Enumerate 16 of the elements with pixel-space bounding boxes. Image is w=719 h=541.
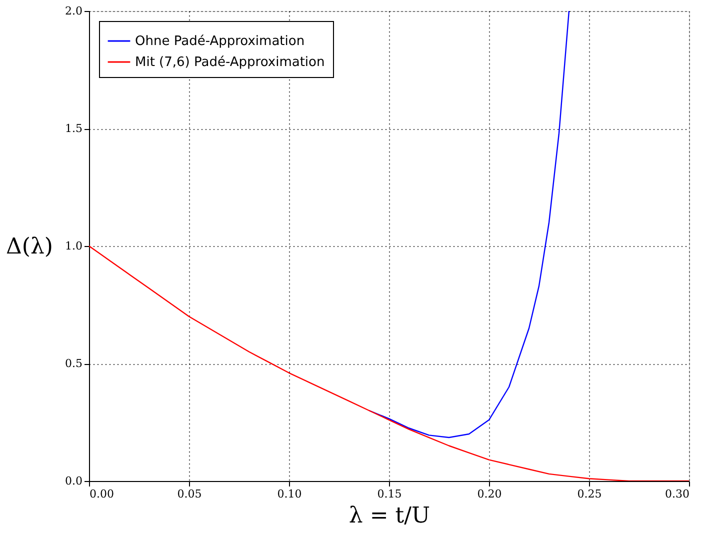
legend-label: Mit (7,6) Padé-Approximation (135, 55, 325, 70)
x-tick-label: 0.10 (277, 488, 302, 500)
y-tick-label: 0.5 (65, 357, 82, 370)
x-tick-label: 0.00 (90, 488, 114, 500)
y-tick-label: 1.0 (65, 240, 82, 252)
legend-label: Ohne Padé-Approximation (135, 34, 305, 49)
y-axis-title: Δ(λ) (6, 234, 54, 260)
x-tick-label: 0.20 (477, 488, 502, 500)
x-tick-label: 0.05 (177, 488, 202, 500)
y-tick-label: 2.0 (65, 4, 82, 18)
y-tick-label: 0.0 (65, 474, 82, 488)
x-tick-label: 0.25 (577, 488, 602, 500)
x-tick-label: 0.15 (377, 488, 402, 500)
x-tick-label: 0.30 (665, 488, 690, 500)
y-tick-label: 1.5 (65, 122, 82, 135)
x-axis-title: λ = t/U (348, 504, 430, 528)
